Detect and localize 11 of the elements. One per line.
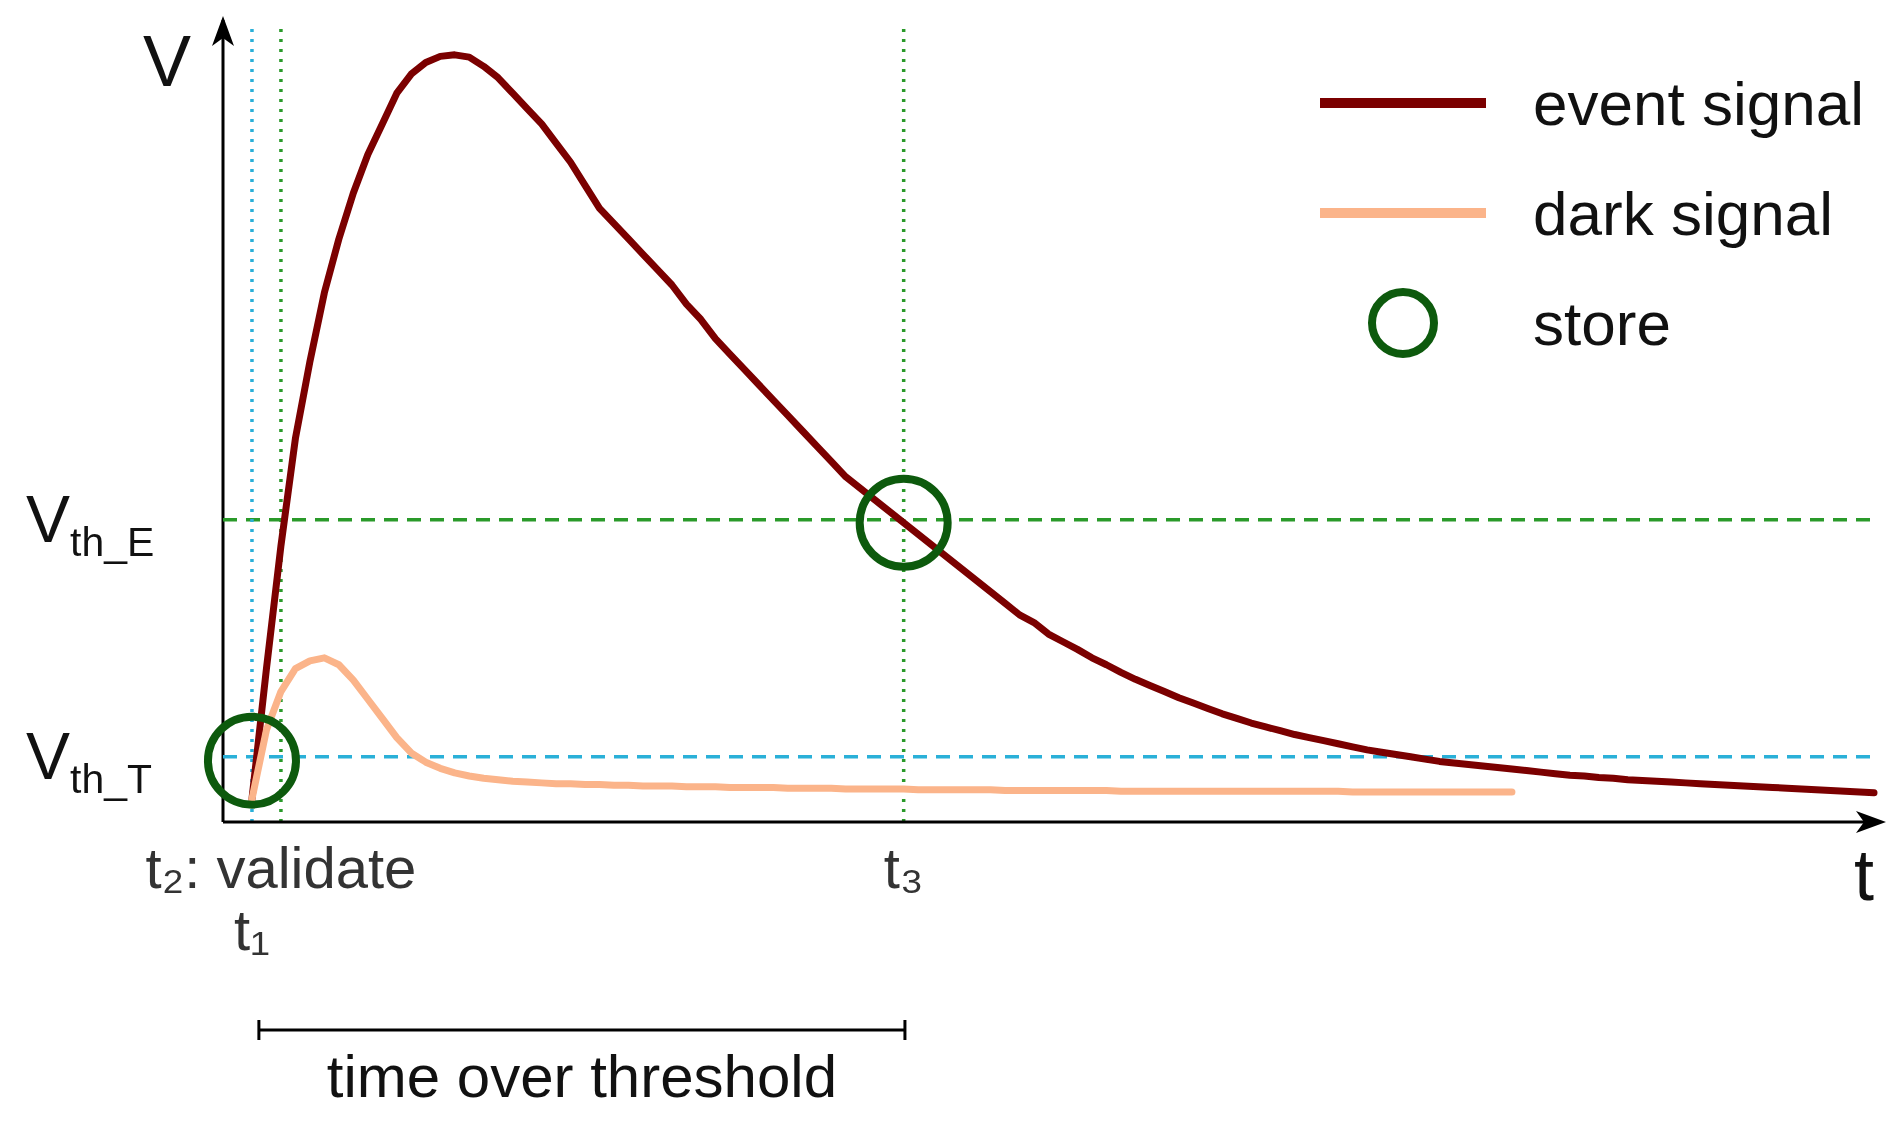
text: time over threshold	[326, 1043, 838, 1110]
y-axis-title: V	[143, 21, 192, 101]
x-axis-title: t	[1853, 835, 1875, 915]
legend-label: dark signal	[1533, 177, 1833, 249]
ref-line-label: V$_{th_E}$	[26, 481, 155, 566]
legend-label: event signal	[1533, 67, 1864, 139]
x-tick-label: t₁	[234, 897, 270, 962]
ref-line-label: V$_{th_T}$	[26, 718, 152, 803]
legend-label: store	[1533, 287, 1671, 359]
x-tick-label: t₂: validate	[145, 835, 417, 900]
x-tick-label: t₃	[883, 835, 924, 900]
